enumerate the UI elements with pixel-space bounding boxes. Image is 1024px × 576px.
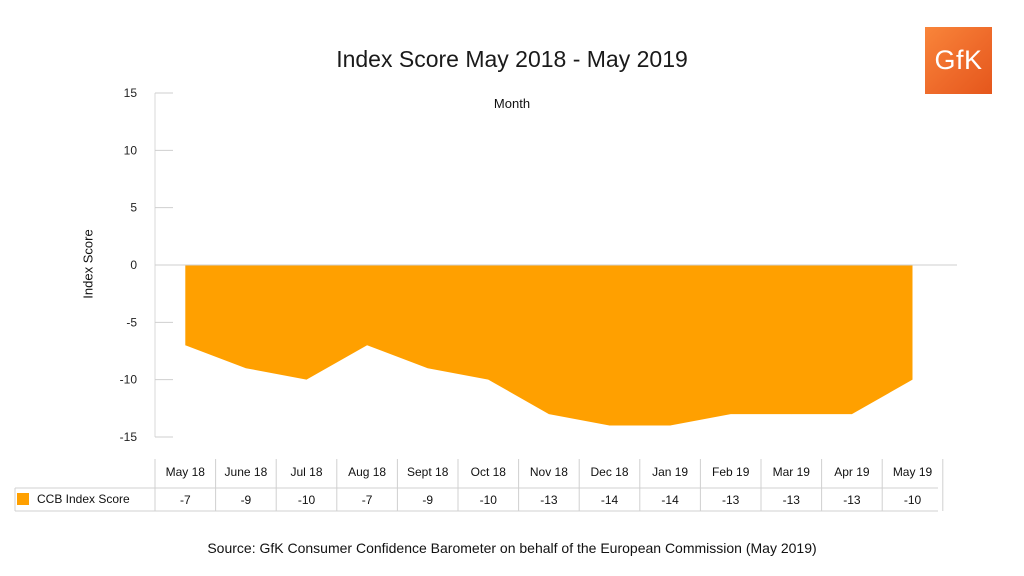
x-tick-label: Apr 19	[834, 465, 870, 479]
y-tick-label: -5	[126, 315, 137, 329]
data-label: -14	[661, 493, 679, 507]
data-label: -13	[843, 493, 861, 507]
x-tick-label: Jul 18	[290, 465, 322, 479]
x-tick-label: Nov 18	[530, 465, 568, 479]
legend-label: CCB Index Score	[37, 492, 130, 506]
x-tick-label: Aug 18	[348, 465, 386, 479]
y-tick-label: -10	[120, 373, 138, 387]
x-tick-label: Oct 18	[471, 465, 507, 479]
x-tick-label: Mar 19	[773, 465, 811, 479]
data-label: -13	[783, 493, 801, 507]
x-tick-label: June 18	[225, 465, 268, 479]
data-label: -10	[298, 493, 316, 507]
x-tick-label: Jan 19	[652, 465, 688, 479]
x-tick-label: Sept 18	[407, 465, 449, 479]
data-label: -10	[904, 493, 922, 507]
x-tick-label: May 18	[166, 465, 206, 479]
x-axis-title: Month	[493, 96, 531, 111]
gfk-logo: GfK	[925, 27, 992, 94]
legend-swatch	[17, 493, 29, 505]
data-label: -7	[362, 493, 373, 507]
x-tick-label: Feb 19	[712, 465, 750, 479]
legend-row: CCB Index Score	[17, 488, 130, 510]
y-tick-label: 0	[130, 258, 137, 272]
source-note: Source: GfK Consumer Confidence Baromete…	[207, 540, 817, 556]
data-label: -9	[422, 493, 433, 507]
data-label: -10	[480, 493, 498, 507]
x-tick-label: Dec 18	[590, 465, 628, 479]
data-label: -13	[722, 493, 740, 507]
data-label: -13	[540, 493, 558, 507]
y-tick-label: 10	[124, 143, 138, 157]
data-label: -7	[180, 493, 191, 507]
data-label: -14	[601, 493, 619, 507]
y-tick-label: 5	[130, 201, 137, 215]
x-tick-label: May 19	[893, 465, 933, 479]
y-tick-label: 15	[124, 86, 138, 100]
area-series-ccb-index-score	[185, 265, 913, 426]
data-label: -9	[241, 493, 252, 507]
chart-title: Index Score May 2018 - May 2019	[336, 46, 688, 72]
y-tick-label: -15	[120, 430, 138, 444]
